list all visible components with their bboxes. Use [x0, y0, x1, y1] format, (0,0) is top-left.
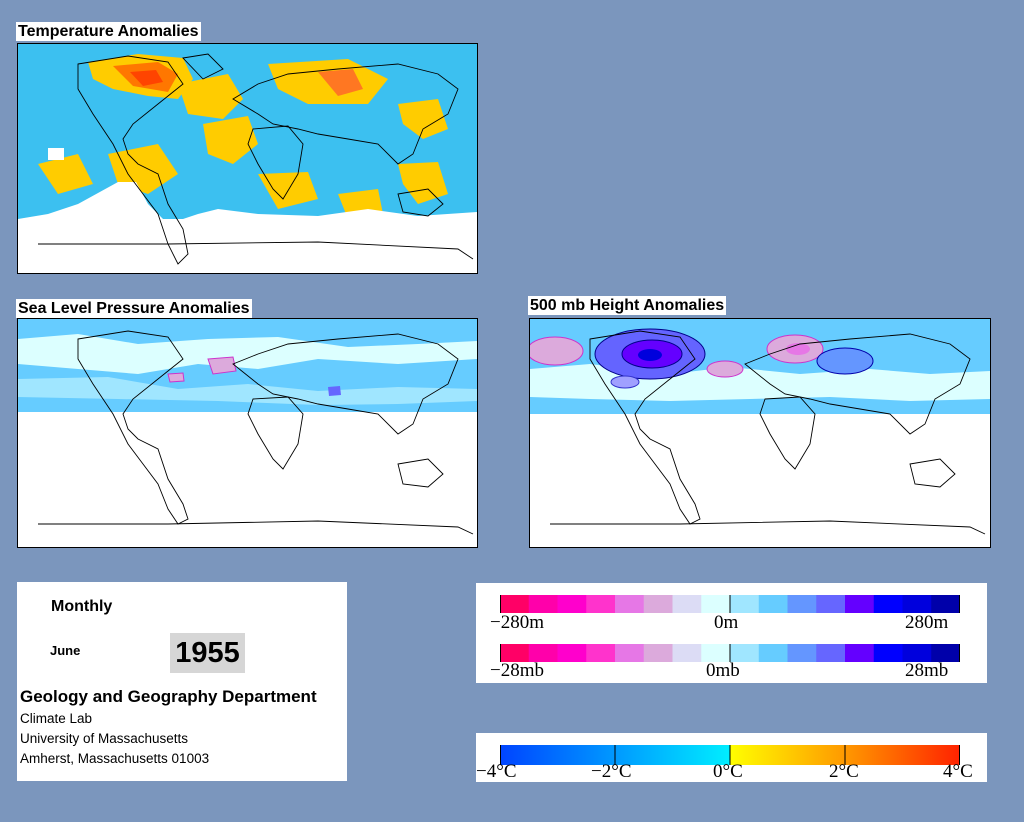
height-max-label: 280m: [905, 612, 949, 633]
sea-level-pressure-anomaly-map: [17, 318, 478, 548]
year-label: 1955: [170, 633, 245, 673]
color-swatch: [586, 595, 616, 613]
temperature-legend: −4°C −2°C 0°C 2°C 4°C: [476, 733, 987, 782]
color-swatch: [500, 595, 530, 613]
color-swatch: [816, 595, 846, 613]
color-swatch: [528, 595, 558, 613]
color-swatch: [643, 595, 673, 613]
height-pressure-legend: −280m 0m 280m −28mb 0mb 28mb: [476, 583, 987, 683]
color-swatch: [845, 644, 875, 662]
color-swatch: [643, 644, 673, 662]
color-swatch: [730, 595, 760, 613]
temp-label-4: 4°C: [943, 761, 973, 782]
color-swatch: [758, 644, 788, 662]
color-swatch: [672, 644, 702, 662]
color-swatch: [615, 644, 645, 662]
color-swatch: [902, 644, 932, 662]
color-swatch: [500, 644, 530, 662]
color-swatch: [758, 595, 788, 613]
pressure-min-label: −28mb: [490, 660, 544, 681]
pressure-max-label: 28mb: [905, 660, 949, 681]
temp-label-0: 0°C: [713, 761, 743, 782]
university-line: University of Massachusetts: [20, 731, 189, 746]
color-swatch: [787, 644, 817, 662]
color-swatch: [787, 595, 817, 613]
color-swatch: [816, 644, 846, 662]
color-swatch: [528, 644, 558, 662]
color-swatch: [873, 644, 903, 662]
color-swatch: [931, 644, 960, 662]
color-swatch: [845, 595, 875, 613]
500mb-height-anomalies-title: 500 mb Height Anomalies: [528, 296, 727, 315]
temp-label-minus2: −2°C: [591, 761, 632, 782]
color-swatch: [557, 644, 587, 662]
pressure-mid-label: 0mb: [706, 660, 740, 681]
pressure-color-bar: [500, 644, 960, 662]
color-swatch: [902, 595, 932, 613]
color-swatch: [672, 595, 702, 613]
height-mid-label: 0m: [714, 612, 739, 633]
department-label: Geology and Geography Department: [20, 687, 317, 706]
month-label: June: [50, 643, 81, 658]
color-swatch: [931, 595, 960, 613]
lab-line: Climate Lab: [20, 711, 93, 726]
height-color-bar: [500, 595, 960, 613]
info-panel: Monthly June 1955 Geology and Geography …: [17, 582, 347, 781]
color-swatch: [730, 644, 760, 662]
temp-label-minus4: −4°C: [476, 761, 517, 782]
address-line: Amherst, Massachusetts 01003: [20, 751, 210, 766]
temperature-anomalies-title: Temperature Anomalies: [16, 22, 201, 41]
color-swatch: [873, 595, 903, 613]
color-swatch: [586, 644, 616, 662]
sea-level-pressure-anomalies-title: Sea Level Pressure Anomalies: [16, 299, 252, 318]
color-swatch: [615, 595, 645, 613]
temperature-color-bar: [500, 745, 960, 765]
temperature-anomaly-map: [17, 43, 478, 274]
height-min-label: −280m: [490, 612, 544, 633]
temp-label-2: 2°C: [829, 761, 859, 782]
color-swatch: [701, 644, 731, 662]
color-swatch: [557, 595, 587, 613]
period-label: Monthly: [51, 598, 113, 615]
500mb-height-anomaly-map: [529, 318, 991, 548]
color-swatch: [701, 595, 731, 613]
